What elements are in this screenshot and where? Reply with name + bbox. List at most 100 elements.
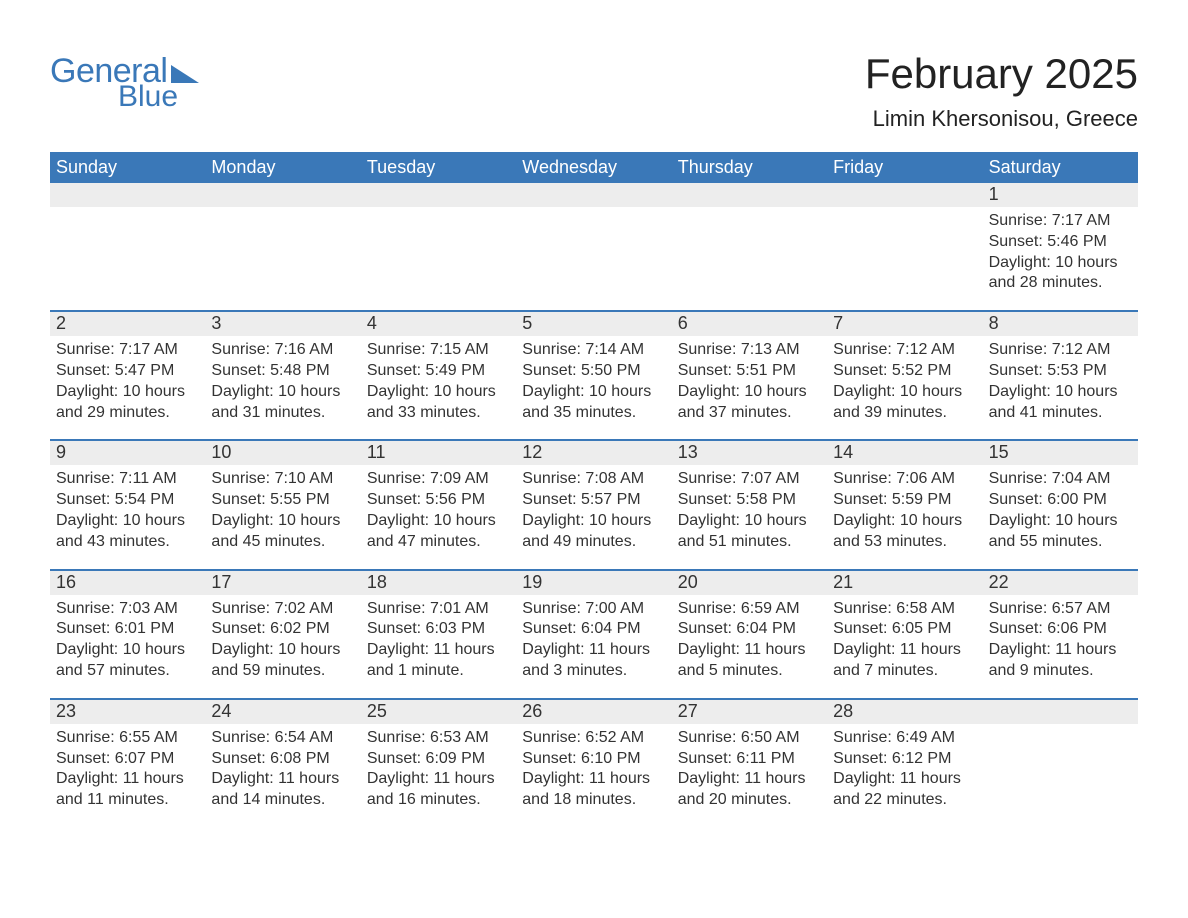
weekday-header-row: SundayMondayTuesdayWednesdayThursdayFrid…	[50, 152, 1138, 183]
day-number-cell: 20	[672, 571, 827, 595]
sunrise-text: Sunrise: 7:12 AM	[989, 340, 1132, 361]
sunrise-text: Sunrise: 7:00 AM	[522, 599, 665, 620]
day-info-cell: Sunrise: 7:07 AMSunset: 5:58 PMDaylight:…	[672, 465, 827, 556]
weekday-header-cell: Tuesday	[361, 152, 516, 183]
day-number-cell: 7	[827, 312, 982, 336]
day-info-cell	[205, 207, 360, 298]
day-info-cell	[827, 207, 982, 298]
weeks-container: 1Sunrise: 7:17 AMSunset: 5:46 PMDaylight…	[50, 183, 1138, 815]
day-number-cell: 8	[983, 312, 1138, 336]
day-info-cell: Sunrise: 7:03 AMSunset: 6:01 PMDaylight:…	[50, 595, 205, 686]
day-info-cell: Sunrise: 6:54 AMSunset: 6:08 PMDaylight:…	[205, 724, 360, 815]
title-block: February 2025 Limin Khersonisou, Greece	[865, 50, 1138, 132]
day-number-cell	[827, 183, 982, 207]
sunset-text: Sunset: 5:59 PM	[833, 490, 976, 511]
day-info-cell: Sunrise: 7:01 AMSunset: 6:03 PMDaylight:…	[361, 595, 516, 686]
day-info-cell: Sunrise: 6:59 AMSunset: 6:04 PMDaylight:…	[672, 595, 827, 686]
sunrise-text: Sunrise: 6:59 AM	[678, 599, 821, 620]
sunset-text: Sunset: 5:53 PM	[989, 361, 1132, 382]
sunset-text: Sunset: 6:04 PM	[522, 619, 665, 640]
sunset-text: Sunset: 5:51 PM	[678, 361, 821, 382]
day-number-cell: 10	[205, 441, 360, 465]
sunset-text: Sunset: 5:56 PM	[367, 490, 510, 511]
sunrise-text: Sunrise: 7:08 AM	[522, 469, 665, 490]
sunrise-text: Sunrise: 7:09 AM	[367, 469, 510, 490]
sunset-text: Sunset: 6:01 PM	[56, 619, 199, 640]
sunrise-text: Sunrise: 7:17 AM	[989, 211, 1132, 232]
day-info-row: Sunrise: 7:17 AMSunset: 5:46 PMDaylight:…	[50, 207, 1138, 298]
day-number-row: 232425262728	[50, 698, 1138, 724]
day-info-cell	[361, 207, 516, 298]
day-info-cell: Sunrise: 7:02 AMSunset: 6:02 PMDaylight:…	[205, 595, 360, 686]
sunrise-text: Sunrise: 7:11 AM	[56, 469, 199, 490]
weekday-header-cell: Thursday	[672, 152, 827, 183]
sunset-text: Sunset: 5:48 PM	[211, 361, 354, 382]
daylight-text: Daylight: 11 hours and 11 minutes.	[56, 769, 199, 811]
sunset-text: Sunset: 6:09 PM	[367, 749, 510, 770]
day-number-cell: 3	[205, 312, 360, 336]
day-info-cell: Sunrise: 6:53 AMSunset: 6:09 PMDaylight:…	[361, 724, 516, 815]
week-block: 16171819202122Sunrise: 7:03 AMSunset: 6:…	[50, 569, 1138, 686]
sunrise-text: Sunrise: 7:14 AM	[522, 340, 665, 361]
sunset-text: Sunset: 6:00 PM	[989, 490, 1132, 511]
day-number-cell: 27	[672, 700, 827, 724]
day-info-cell: Sunrise: 6:55 AMSunset: 6:07 PMDaylight:…	[50, 724, 205, 815]
sunrise-text: Sunrise: 7:03 AM	[56, 599, 199, 620]
sunset-text: Sunset: 5:55 PM	[211, 490, 354, 511]
day-number-cell: 6	[672, 312, 827, 336]
sunrise-text: Sunrise: 7:10 AM	[211, 469, 354, 490]
sunset-text: Sunset: 6:02 PM	[211, 619, 354, 640]
daylight-text: Daylight: 10 hours and 59 minutes.	[211, 640, 354, 682]
sunrise-text: Sunrise: 7:16 AM	[211, 340, 354, 361]
sunrise-text: Sunrise: 7:02 AM	[211, 599, 354, 620]
day-number-cell	[983, 700, 1138, 724]
daylight-text: Daylight: 10 hours and 43 minutes.	[56, 511, 199, 553]
day-number-row: 1	[50, 183, 1138, 207]
daylight-text: Daylight: 11 hours and 18 minutes.	[522, 769, 665, 811]
sunrise-text: Sunrise: 6:53 AM	[367, 728, 510, 749]
sunset-text: Sunset: 6:08 PM	[211, 749, 354, 770]
day-info-cell: Sunrise: 7:10 AMSunset: 5:55 PMDaylight:…	[205, 465, 360, 556]
daylight-text: Daylight: 11 hours and 16 minutes.	[367, 769, 510, 811]
day-info-cell: Sunrise: 6:50 AMSunset: 6:11 PMDaylight:…	[672, 724, 827, 815]
location-label: Limin Khersonisou, Greece	[865, 106, 1138, 132]
week-block: 232425262728Sunrise: 6:55 AMSunset: 6:07…	[50, 698, 1138, 815]
daylight-text: Daylight: 10 hours and 31 minutes.	[211, 382, 354, 424]
daylight-text: Daylight: 10 hours and 39 minutes.	[833, 382, 976, 424]
day-info-cell: Sunrise: 7:16 AMSunset: 5:48 PMDaylight:…	[205, 336, 360, 427]
sunrise-text: Sunrise: 6:55 AM	[56, 728, 199, 749]
daylight-text: Daylight: 10 hours and 55 minutes.	[989, 511, 1132, 553]
day-number-cell: 21	[827, 571, 982, 595]
sunset-text: Sunset: 6:03 PM	[367, 619, 510, 640]
day-number-cell: 28	[827, 700, 982, 724]
day-info-cell: Sunrise: 7:12 AMSunset: 5:52 PMDaylight:…	[827, 336, 982, 427]
daylight-text: Daylight: 11 hours and 22 minutes.	[833, 769, 976, 811]
sunrise-text: Sunrise: 7:15 AM	[367, 340, 510, 361]
daylight-text: Daylight: 11 hours and 9 minutes.	[989, 640, 1132, 682]
day-number-cell: 12	[516, 441, 671, 465]
daylight-text: Daylight: 10 hours and 53 minutes.	[833, 511, 976, 553]
day-info-cell: Sunrise: 6:49 AMSunset: 6:12 PMDaylight:…	[827, 724, 982, 815]
weekday-header-cell: Friday	[827, 152, 982, 183]
day-info-cell: Sunrise: 7:17 AMSunset: 5:46 PMDaylight:…	[983, 207, 1138, 298]
daylight-text: Daylight: 10 hours and 37 minutes.	[678, 382, 821, 424]
daylight-text: Daylight: 10 hours and 47 minutes.	[367, 511, 510, 553]
day-number-cell: 14	[827, 441, 982, 465]
sunrise-text: Sunrise: 6:52 AM	[522, 728, 665, 749]
daylight-text: Daylight: 10 hours and 41 minutes.	[989, 382, 1132, 424]
day-info-cell: Sunrise: 7:12 AMSunset: 5:53 PMDaylight:…	[983, 336, 1138, 427]
sunrise-text: Sunrise: 6:54 AM	[211, 728, 354, 749]
sunset-text: Sunset: 6:11 PM	[678, 749, 821, 770]
sunset-text: Sunset: 6:04 PM	[678, 619, 821, 640]
sunset-text: Sunset: 5:54 PM	[56, 490, 199, 511]
weekday-header-cell: Monday	[205, 152, 360, 183]
day-number-cell: 19	[516, 571, 671, 595]
day-number-cell: 1	[983, 183, 1138, 207]
day-info-cell: Sunrise: 7:04 AMSunset: 6:00 PMDaylight:…	[983, 465, 1138, 556]
daylight-text: Daylight: 11 hours and 7 minutes.	[833, 640, 976, 682]
daylight-text: Daylight: 10 hours and 45 minutes.	[211, 511, 354, 553]
day-number-cell: 17	[205, 571, 360, 595]
sunrise-text: Sunrise: 7:06 AM	[833, 469, 976, 490]
sunrise-text: Sunrise: 7:12 AM	[833, 340, 976, 361]
day-info-cell: Sunrise: 6:52 AMSunset: 6:10 PMDaylight:…	[516, 724, 671, 815]
